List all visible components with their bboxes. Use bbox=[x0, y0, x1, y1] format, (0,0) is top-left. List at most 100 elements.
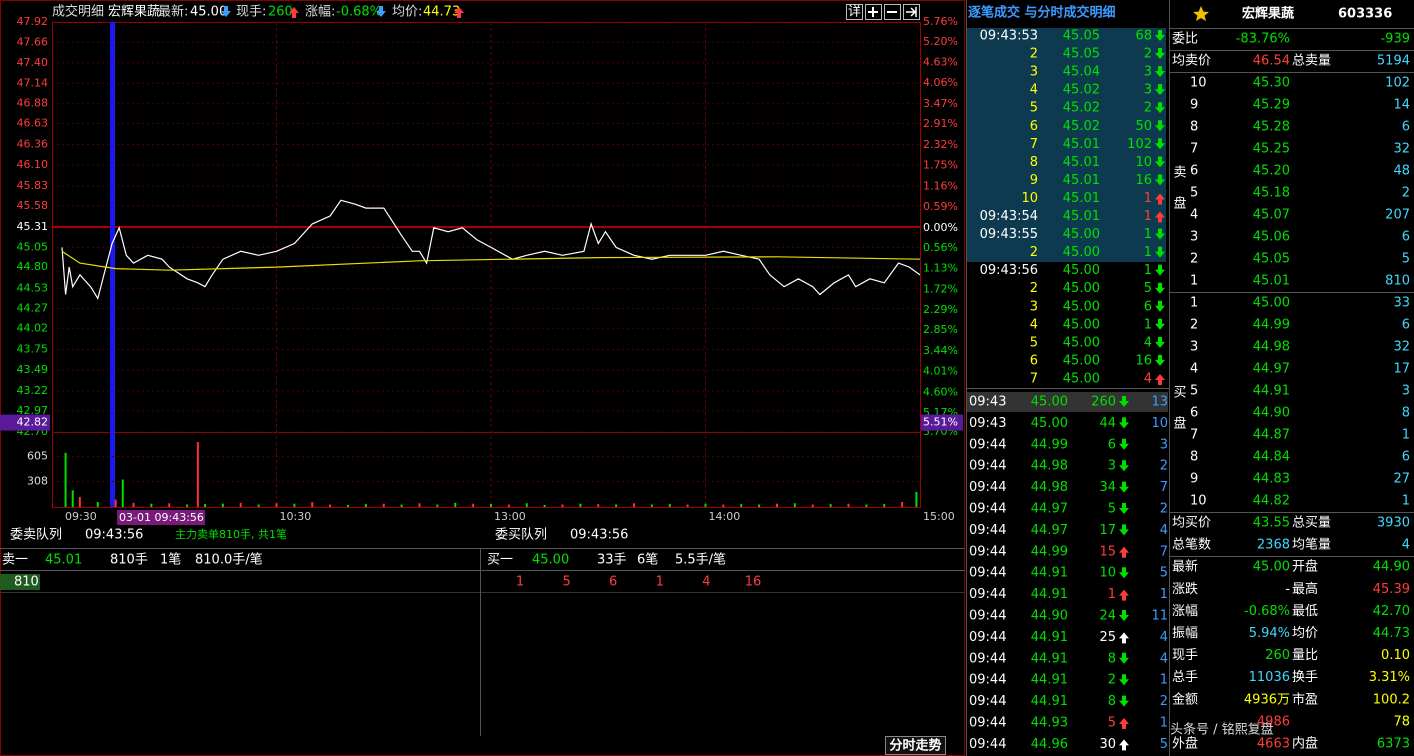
stat-label: 外盘 bbox=[1172, 736, 1198, 752]
book-price: 45.29 bbox=[1253, 98, 1290, 113]
stock-name: 宏辉果蔬 bbox=[108, 5, 160, 20]
queue-order: 16 bbox=[745, 575, 762, 590]
minute-price: 45.00 bbox=[1031, 416, 1068, 431]
volume-bar bbox=[239, 502, 242, 507]
volume-bar bbox=[847, 503, 850, 507]
tick-time: 3 bbox=[1030, 65, 1038, 80]
minute-volume: 1 bbox=[1108, 587, 1116, 602]
tick-volume: 16 bbox=[1135, 353, 1152, 368]
stat-value: -0.68% bbox=[1244, 604, 1290, 619]
tab-label[interactable]: 分时走势 bbox=[889, 738, 941, 754]
volume-bar bbox=[71, 490, 74, 507]
book-level: 10 bbox=[1190, 494, 1207, 509]
volume-bar bbox=[454, 502, 457, 507]
book-level: 1 bbox=[1190, 274, 1198, 289]
volume-bar bbox=[221, 503, 224, 507]
tick-time: 3 bbox=[1030, 299, 1038, 314]
volume-bar bbox=[382, 503, 385, 507]
y2-tick-label: 3.47% bbox=[923, 97, 958, 110]
minute-price: 44.91 bbox=[1031, 630, 1068, 645]
y2-tick-label: 2.32% bbox=[923, 138, 958, 151]
minute-count: 2 bbox=[1160, 694, 1168, 709]
detail-button[interactable] bbox=[846, 4, 863, 20]
minute-time: 09:44 bbox=[969, 480, 1006, 495]
y-tick-label: 44.80 bbox=[17, 260, 49, 273]
volume-bar bbox=[347, 504, 349, 507]
tick-volume: 50 bbox=[1135, 119, 1152, 134]
tick-price: 45.00 bbox=[1063, 227, 1100, 242]
tick-time: 7 bbox=[1030, 371, 1038, 386]
stat-value: 4 bbox=[1402, 538, 1410, 553]
stat-label: 开盘 bbox=[1292, 559, 1318, 575]
arrow bbox=[1119, 695, 1129, 707]
y-tick-label: 45.58 bbox=[17, 199, 49, 212]
minute-volume: 17 bbox=[1099, 523, 1116, 538]
tick-time: 2 bbox=[1030, 47, 1038, 62]
queue-order: 4 bbox=[702, 575, 710, 590]
volume-bar bbox=[311, 502, 314, 507]
tick-price: 45.00 bbox=[1063, 299, 1100, 314]
minute-count: 2 bbox=[1160, 459, 1168, 474]
y2-tick-label: 4.63% bbox=[923, 55, 958, 68]
volume-bar bbox=[168, 503, 171, 507]
volume-bar bbox=[633, 503, 635, 507]
tick-price: 45.00 bbox=[1063, 245, 1100, 260]
book-volume: 14 bbox=[1393, 98, 1410, 113]
book-level: 6 bbox=[1190, 164, 1198, 179]
queue-head: 810.0手/笔 bbox=[195, 552, 263, 568]
stat-value: 43.55 bbox=[1253, 516, 1290, 531]
volume-bar bbox=[507, 504, 510, 507]
tick-volume: 1 bbox=[1144, 227, 1152, 242]
tick-time: 9 bbox=[1030, 173, 1038, 188]
volume-bar bbox=[776, 503, 778, 507]
tick-volume: 10 bbox=[1135, 155, 1152, 170]
detail-label[interactable]: 详 bbox=[848, 5, 861, 20]
header-label: 最新: bbox=[158, 4, 188, 20]
book-level: 9 bbox=[1190, 472, 1198, 487]
quote-name: 宏辉果蔬 bbox=[1242, 6, 1294, 22]
tab[interactable] bbox=[885, 736, 946, 755]
book-volume: 5 bbox=[1402, 252, 1410, 267]
arrow bbox=[1155, 102, 1165, 114]
tick-time: 10 bbox=[1021, 191, 1038, 206]
arrow bbox=[1155, 48, 1165, 60]
end-button[interactable] bbox=[903, 4, 920, 20]
quote-code: 603336 bbox=[1338, 7, 1392, 22]
cursor-y-label: 42.82 bbox=[17, 416, 49, 429]
tick-volume: 6 bbox=[1144, 299, 1152, 314]
book-volume: 1 bbox=[1402, 428, 1410, 443]
stat-value: 42.70 bbox=[1373, 604, 1410, 619]
tick-time: 2 bbox=[1030, 245, 1038, 260]
arrow bbox=[1155, 336, 1165, 348]
y-tick-label: 46.63 bbox=[17, 116, 49, 129]
arrow bbox=[1119, 610, 1129, 621]
y-tick-label: 47.40 bbox=[17, 56, 49, 69]
zoom-out-button[interactable] bbox=[884, 4, 901, 20]
volume-bar bbox=[811, 504, 814, 507]
header-label: 现手: bbox=[236, 5, 266, 20]
minute-volume: 2 bbox=[1108, 673, 1116, 688]
volume-bar bbox=[472, 503, 475, 507]
volume-bar bbox=[436, 504, 439, 507]
selected-ticks-bg bbox=[967, 28, 1166, 262]
volume-bar bbox=[829, 504, 832, 507]
y2-tick-label: 5.76% bbox=[923, 15, 958, 28]
y-tick-label: 44.53 bbox=[17, 281, 49, 294]
cursor-x-label: 03-01 09:43:56 bbox=[119, 511, 204, 524]
book-price: 45.07 bbox=[1253, 208, 1290, 223]
book-volume: 6 bbox=[1402, 318, 1410, 333]
x-tick-label: 09:30 bbox=[65, 510, 97, 523]
x-tick-label: 14:00 bbox=[709, 510, 741, 523]
volume-bar bbox=[64, 452, 67, 507]
zoom-in-button[interactable] bbox=[865, 4, 882, 20]
stat-value: 46.54 bbox=[1253, 54, 1290, 69]
favorite-star[interactable] bbox=[1193, 6, 1209, 21]
tick-volume: 1 bbox=[1144, 245, 1152, 260]
arrow bbox=[1155, 174, 1165, 186]
book-price: 44.83 bbox=[1253, 472, 1290, 487]
arrow bbox=[1155, 300, 1165, 312]
minute-volume: 8 bbox=[1108, 694, 1116, 709]
stat-value: 5.94% bbox=[1249, 626, 1290, 641]
